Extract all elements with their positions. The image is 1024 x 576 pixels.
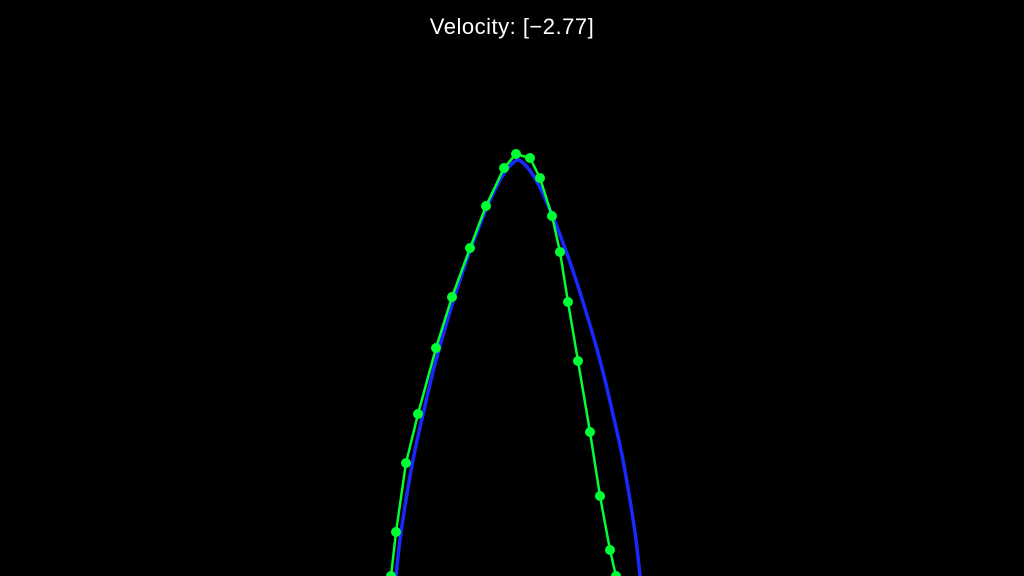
green-line-path [391, 154, 616, 576]
trajectory-plot [0, 0, 1024, 576]
green-marker [431, 343, 441, 353]
green-marker [481, 201, 491, 211]
green-data-markers [386, 149, 621, 576]
green-marker [499, 163, 509, 173]
green-marker [605, 545, 615, 555]
green-marker [555, 247, 565, 257]
green-marker [547, 211, 557, 221]
green-marker [573, 356, 583, 366]
green-marker [595, 491, 605, 501]
green-marker [585, 427, 595, 437]
green-marker [511, 149, 521, 159]
green-marker [401, 458, 411, 468]
green-marker [535, 173, 545, 183]
green-marker [386, 571, 396, 576]
green-marker [525, 153, 535, 163]
green-marker [465, 243, 475, 253]
green-marker [611, 571, 621, 576]
green-marker [447, 292, 457, 302]
green-marker [413, 409, 423, 419]
green-marker [391, 527, 401, 537]
green-data-line [391, 154, 616, 576]
green-marker [563, 297, 573, 307]
